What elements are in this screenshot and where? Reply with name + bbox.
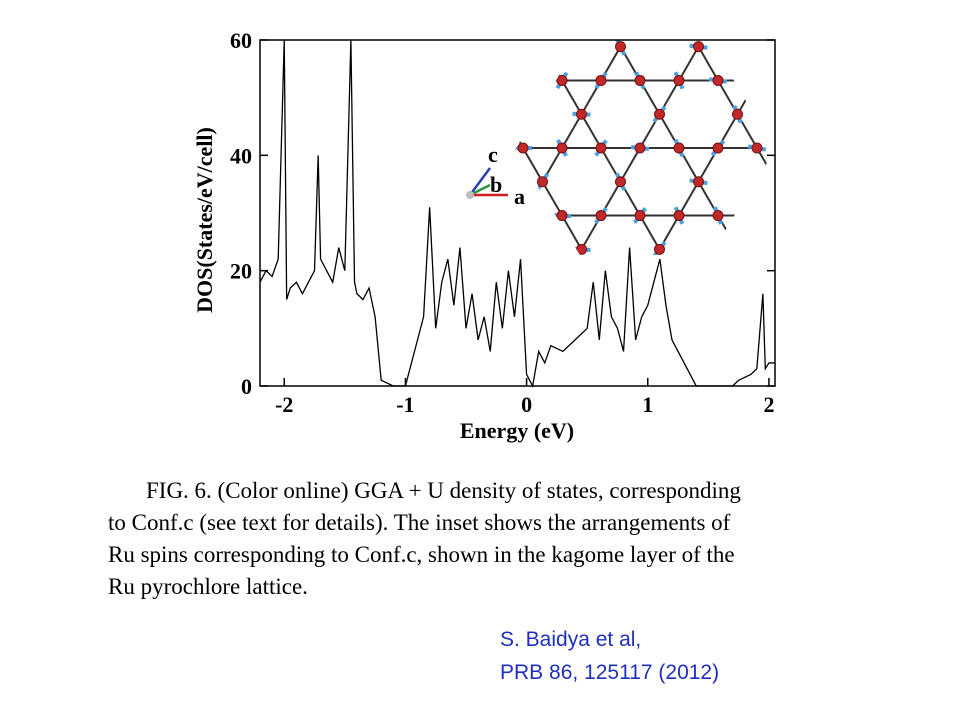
ru-atom [673, 74, 685, 86]
ru-atom [654, 243, 665, 255]
bond [515, 215, 524, 250]
spin [499, 241, 508, 257]
inset-axis-label: b [490, 172, 502, 197]
dos-line [259, 39, 775, 388]
ru-atom [751, 74, 763, 86]
ru-atom [634, 210, 646, 222]
citation-line: PRB 86, 125117 (2012) [500, 661, 719, 684]
citation: S. Baidya et al, PRB 86, 125117 (2012) [500, 628, 719, 684]
ru-atom [615, 41, 626, 53]
ru-atom [712, 74, 724, 86]
ru-atom [556, 74, 568, 86]
y-tick-label: 40 [230, 143, 252, 168]
spin [752, 206, 762, 225]
bond [522, 147, 544, 183]
ru-atom [732, 243, 743, 255]
y-tick-label: 60 [230, 28, 252, 53]
ru-atom [634, 74, 646, 86]
ru-atom [654, 108, 665, 120]
ru-atom [556, 142, 568, 154]
x-axis-label: Energy (eV) [460, 418, 574, 443]
inset-origin [466, 191, 474, 199]
spin [516, 71, 530, 90]
bond [678, 181, 700, 217]
ru-atom [595, 142, 607, 154]
ru-atom [712, 210, 724, 222]
inset-axis-label: a [514, 184, 525, 209]
bond [515, 79, 524, 115]
plot-frame [259, 39, 776, 387]
bond [639, 215, 661, 250]
ru-atom [595, 210, 607, 222]
bond [522, 46, 544, 81]
bond [697, 46, 719, 81]
bond [756, 46, 775, 81]
spin [769, 40, 775, 55]
ru-atom [517, 74, 529, 86]
ru-atom [517, 142, 529, 154]
ru-atom [576, 243, 587, 255]
ru-atom [771, 176, 775, 188]
bond [515, 113, 524, 149]
kagome-inset [499, 40, 775, 257]
y-tick-label: 20 [230, 259, 252, 284]
ru-atom [615, 176, 626, 188]
ru-atom [556, 210, 568, 222]
x-tick-label: -1 [396, 392, 414, 417]
ru-atom [537, 176, 548, 188]
caption-line: FIG. 6. (Color online) GGA + U density o… [146, 478, 741, 503]
x-tick-label: -2 [275, 392, 293, 417]
spin [747, 76, 767, 84]
bond [736, 215, 758, 250]
ru-atom [499, 244, 509, 254]
spin [515, 213, 533, 218]
bond [678, 46, 700, 81]
y-axis-label: DOS(States/eV/cell) [192, 127, 217, 313]
caption-line: to Conf.c (see text for details). The in… [108, 510, 731, 535]
ru-atom [517, 210, 529, 222]
ru-atom [537, 41, 548, 53]
spin [730, 241, 745, 255]
inset-axis [468, 167, 492, 196]
ru-atom [693, 41, 704, 53]
bond [580, 113, 602, 149]
inset-axis-label: c [488, 142, 498, 167]
spin [536, 40, 549, 56]
x-tick-label: 1 [642, 392, 653, 417]
citation-line: S. Baidya et al, [500, 628, 641, 651]
x-tick-label: 2 [763, 392, 774, 417]
caption: FIG. 6. (Color online) GGA + U density o… [108, 478, 741, 599]
y-tick-label: 0 [241, 374, 252, 399]
bond [619, 147, 641, 183]
ru-atom [712, 142, 724, 154]
bond [541, 46, 563, 81]
ru-atom [595, 74, 607, 86]
spin [767, 178, 775, 186]
x-tick-label: 0 [521, 392, 532, 417]
caption-line: Ru pyrochlore lattice. [108, 574, 308, 599]
ru-atom [673, 210, 685, 222]
ru-atom [771, 41, 775, 53]
bond [756, 181, 775, 217]
bond [541, 181, 563, 217]
ru-atom [673, 142, 685, 154]
bond [561, 79, 583, 115]
bond [561, 215, 583, 250]
caption-line: Ru spins corresponding to Conf.c, shown … [108, 542, 735, 567]
bond [561, 113, 583, 149]
ru-atom [693, 176, 704, 188]
ru-atom [576, 108, 587, 120]
ru-atom [751, 142, 763, 154]
ru-atom [634, 142, 646, 154]
ru-atom [499, 109, 509, 119]
ru-atom [751, 210, 763, 222]
ru-atom [732, 108, 743, 120]
